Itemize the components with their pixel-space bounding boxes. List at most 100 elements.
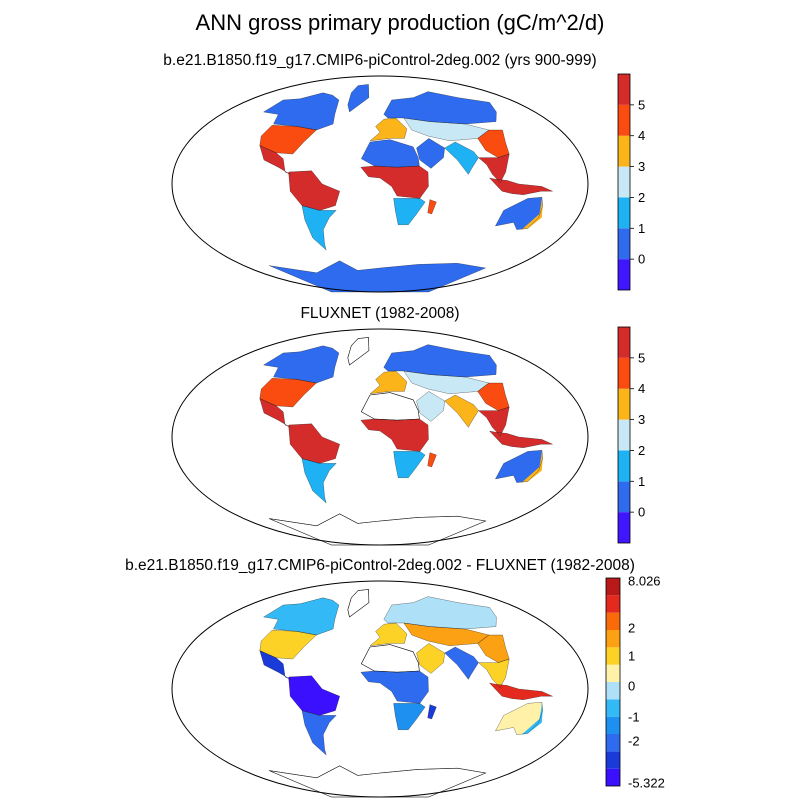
coastline-indonesia <box>488 430 553 449</box>
coastline-boreal-na <box>262 345 340 384</box>
colorbar-tick-label: -1 <box>628 710 640 725</box>
region-india <box>444 395 479 428</box>
colorbar-tick-label: 2 <box>638 443 645 458</box>
region-east-us <box>259 125 317 154</box>
colorbar-swatch <box>618 197 630 229</box>
colorbar-tick-label: 1 <box>638 474 645 489</box>
region-east-china <box>477 383 510 411</box>
region-madagascar <box>427 199 437 214</box>
coastline-amazon <box>288 423 341 464</box>
colorbar-tick-label: 0 <box>638 252 645 267</box>
region-indonesia <box>489 178 553 195</box>
coastline-central-am <box>259 145 291 175</box>
coastline-boreal-na <box>262 597 340 636</box>
region-south-af <box>393 703 426 730</box>
colorbar-tick-label: 2 <box>628 621 635 636</box>
region-central-af <box>360 419 429 452</box>
panel-3-title: b.e21.B1850.f19_g17.CMIP6-piControl-2deg… <box>125 557 635 574</box>
colorbar-tick-label: 3 <box>638 159 645 174</box>
colorbar-frame <box>617 73 631 291</box>
region-central-af <box>360 166 429 199</box>
coastline-se-asia <box>477 658 510 689</box>
region-boreal-na <box>263 597 339 635</box>
region-indonesia <box>489 431 553 448</box>
colorbar-tick-label: 1 <box>628 649 635 664</box>
colorbar-swatch <box>606 682 620 700</box>
map-panel-3-difference <box>171 580 589 798</box>
region-central-am <box>259 650 291 680</box>
coastline-central-af <box>360 670 429 704</box>
region-boreal-na <box>263 345 339 383</box>
colorbar-swatch <box>606 751 620 769</box>
map-border <box>171 75 589 293</box>
map-panel-1-model <box>171 75 589 293</box>
coastline-greenland <box>347 337 370 366</box>
region-east-china <box>477 635 510 663</box>
region-east-aus <box>521 450 543 483</box>
colorbar-tick-label: 4 <box>638 381 645 396</box>
coastline-east-china <box>477 634 510 663</box>
coastline-se-asia <box>477 153 510 184</box>
colorbar-swatch <box>618 135 630 167</box>
coastline-indonesia <box>488 177 553 196</box>
colorbar-tick-label: 5 <box>638 350 645 365</box>
region-east-aus <box>521 197 543 230</box>
region-amazon <box>288 423 340 464</box>
region-se-asia <box>478 659 510 688</box>
region-boreal-na <box>263 92 339 130</box>
coastline-australia <box>494 196 543 230</box>
colorbar-swatch <box>606 768 620 786</box>
region-south-af <box>393 451 426 478</box>
region-se-asia <box>478 407 510 436</box>
region-east-aus <box>521 702 543 735</box>
coastline-middle-east <box>416 391 445 422</box>
coastline-central-am <box>259 398 291 428</box>
region-west-eu <box>370 118 407 141</box>
coastline-se-asia <box>477 406 510 437</box>
colorbar-tick-label: 5 <box>638 97 645 112</box>
region-boreal-eur <box>383 596 497 629</box>
region-central-asia <box>403 371 489 394</box>
panel-2-title: FLUXNET (1982-2008) <box>300 305 460 322</box>
coastline-boreal-na <box>262 92 340 131</box>
coastline-indonesia <box>488 682 553 701</box>
colorbar-tick-label: 0 <box>638 505 645 520</box>
region-east-china <box>477 130 510 158</box>
map-border <box>171 580 589 798</box>
region-greenland <box>347 84 369 112</box>
region-central-am <box>259 398 291 428</box>
colorbar-frame <box>617 326 631 544</box>
region-middle-east <box>416 138 445 169</box>
coastline-india <box>444 394 479 428</box>
colorbar-tick-label: 4 <box>638 128 645 143</box>
map-border <box>171 328 589 546</box>
coastline-india <box>444 141 479 175</box>
coastline-east-china <box>477 129 510 158</box>
coastline-amazon <box>288 675 341 716</box>
coastline-middle-east <box>416 138 445 169</box>
colorbar-panel-2: 0 1 2 3 4 5 <box>617 326 645 544</box>
colorbar-swatch <box>606 664 620 682</box>
colorbar-swatch <box>618 74 630 105</box>
coastline-east-us <box>259 629 318 660</box>
coastline-middle-east <box>416 643 445 674</box>
region-central-asia <box>403 623 489 646</box>
region-central-asia <box>403 118 489 141</box>
region-south-sa <box>302 458 337 503</box>
coastline-south-af <box>393 703 426 731</box>
coastline-east-china <box>477 382 510 411</box>
panel-1-title: b.e21.B1850.f19_g17.CMIP6-piControl-2deg… <box>163 52 597 69</box>
coastline-central-am <box>259 650 291 680</box>
region-south-sa <box>302 710 337 755</box>
map-background <box>172 76 588 292</box>
region-madagascar <box>427 452 437 467</box>
colorbar-tick-label: 3 <box>638 412 645 427</box>
region-sahara <box>361 139 420 168</box>
coastline-madagascar <box>427 704 437 720</box>
colorbar-tick-label: 8.026 <box>628 574 661 589</box>
colorbar-panel-1: 0 1 2 3 4 5 <box>617 73 645 291</box>
region-amazon <box>288 675 340 716</box>
region-antarctica <box>269 260 486 292</box>
map-background <box>172 329 588 545</box>
region-madagascar <box>427 704 437 719</box>
